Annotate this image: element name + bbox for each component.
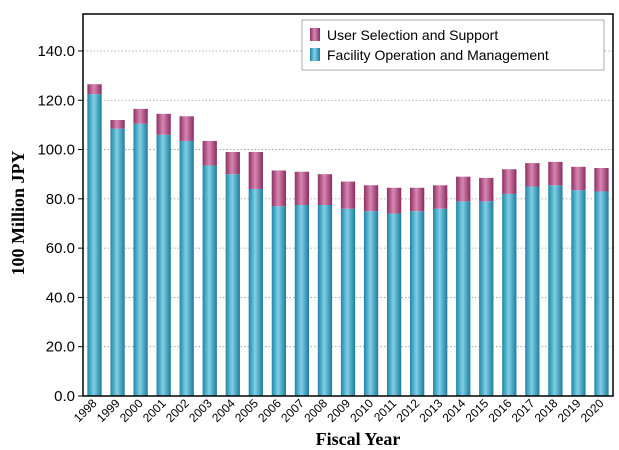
bars bbox=[87, 84, 609, 397]
x-tick-label: 1999 bbox=[94, 396, 123, 425]
bar-facility-operation bbox=[456, 201, 471, 396]
bar-facility-operation bbox=[179, 140, 194, 396]
bar-user-support bbox=[386, 187, 402, 214]
bar-facility-operation bbox=[571, 190, 586, 396]
bar-user-support bbox=[502, 169, 517, 194]
bar-user-support bbox=[594, 168, 609, 192]
legend-swatch-facility bbox=[310, 48, 320, 61]
bar-user-support bbox=[133, 108, 148, 124]
x-tick-label: 1998 bbox=[71, 396, 100, 425]
legend: User Selection and Support Facility Oper… bbox=[301, 19, 605, 71]
bar-user-support bbox=[110, 119, 125, 129]
x-tick-label: 2006 bbox=[255, 396, 284, 425]
bar-user-support bbox=[156, 113, 171, 135]
bar-user-support bbox=[525, 163, 540, 187]
y-tick-label: 80.0 bbox=[46, 191, 75, 208]
bar-facility-operation bbox=[433, 208, 448, 396]
bar-user-support bbox=[271, 170, 287, 207]
bar-user-support bbox=[87, 84, 102, 95]
bar-facility-operation bbox=[317, 205, 333, 396]
bar-facility-operation bbox=[294, 205, 310, 396]
x-tick-label: 2009 bbox=[324, 396, 353, 425]
x-tick-label: 2015 bbox=[463, 396, 492, 425]
legend-box bbox=[301, 19, 605, 71]
bar-facility-operation bbox=[386, 213, 402, 396]
bar-user-support bbox=[433, 185, 448, 209]
bar-user-support bbox=[248, 152, 263, 189]
legend-label-facility: Facility Operation and Management bbox=[327, 47, 549, 63]
x-axis-title: Fiscal Year bbox=[316, 429, 401, 449]
y-tick-label: 140.0 bbox=[37, 43, 75, 60]
bar-user-support bbox=[363, 185, 379, 212]
x-tick-label: 2020 bbox=[578, 396, 607, 425]
x-tick-label: 2012 bbox=[393, 396, 422, 425]
y-tick-labels: 0.0 20.0 40.0 60.0 80.0 100.0 120.0 140.0 bbox=[37, 43, 83, 405]
bar-facility-operation bbox=[156, 134, 171, 396]
bar-facility-operation bbox=[363, 211, 379, 396]
x-tick-label: 2007 bbox=[278, 396, 307, 425]
bar-facility-operation bbox=[479, 201, 494, 396]
bar-facility-operation bbox=[248, 188, 263, 396]
x-tick-label: 2005 bbox=[232, 396, 261, 425]
bar-facility-operation bbox=[409, 211, 425, 396]
bar-user-support bbox=[479, 177, 494, 202]
y-tick-label: 120.0 bbox=[37, 92, 75, 109]
bar-user-support bbox=[225, 152, 240, 175]
x-tick-labels: 1998199920002001200220032004200520062007… bbox=[71, 396, 607, 425]
x-tick-label: 2003 bbox=[186, 396, 215, 425]
y-tick-label: 20.0 bbox=[46, 339, 75, 356]
bar-user-support bbox=[179, 116, 194, 141]
x-tick-label: 2013 bbox=[417, 396, 446, 425]
bar-user-support bbox=[571, 166, 586, 191]
x-tick-label: 2014 bbox=[440, 396, 469, 425]
bar-facility-operation bbox=[525, 186, 540, 396]
bar-facility-operation bbox=[594, 191, 609, 396]
bar-facility-operation bbox=[133, 123, 148, 397]
bar-facility-operation bbox=[87, 94, 102, 396]
y-tick-label: 0.0 bbox=[54, 388, 75, 405]
x-tick-label: 2002 bbox=[163, 396, 192, 425]
x-tick-label: 2011 bbox=[371, 396, 399, 424]
y-tick-label: 100.0 bbox=[37, 142, 75, 159]
legend-swatch-support bbox=[310, 28, 320, 41]
bar-facility-operation bbox=[502, 193, 517, 396]
bar-facility-operation bbox=[340, 208, 356, 396]
x-tick-label: 2001 bbox=[140, 396, 169, 425]
plot-frame bbox=[82, 13, 614, 397]
bar-facility-operation bbox=[225, 174, 240, 396]
y-tick-label: 40.0 bbox=[46, 289, 75, 306]
x-tick-label: 2017 bbox=[509, 396, 538, 425]
x-tick-label: 2004 bbox=[209, 396, 238, 425]
bar-facility-operation bbox=[202, 165, 217, 396]
bar-facility-operation bbox=[271, 206, 287, 396]
bar-user-support bbox=[294, 171, 310, 205]
bar-user-support bbox=[202, 140, 217, 166]
legend-label-support: User Selection and Support bbox=[327, 27, 498, 43]
bar-facility-operation bbox=[548, 185, 563, 396]
bar-user-support bbox=[409, 187, 425, 212]
bar-user-support bbox=[548, 161, 563, 186]
bar-user-support bbox=[340, 181, 356, 209]
x-tick-label: 2008 bbox=[301, 396, 330, 425]
x-tick-label: 2010 bbox=[347, 396, 376, 425]
y-axis-title: 100 Million JPY bbox=[8, 151, 28, 276]
x-tick-label: 2000 bbox=[117, 396, 146, 425]
x-tick-label: 2018 bbox=[532, 396, 561, 425]
bar-facility-operation bbox=[110, 128, 125, 396]
x-tick-label: 2016 bbox=[486, 396, 515, 425]
bar-user-support bbox=[456, 176, 471, 202]
bar-user-support bbox=[317, 174, 333, 205]
x-tick-label: 2019 bbox=[555, 396, 584, 425]
y-tick-label: 60.0 bbox=[46, 240, 75, 257]
